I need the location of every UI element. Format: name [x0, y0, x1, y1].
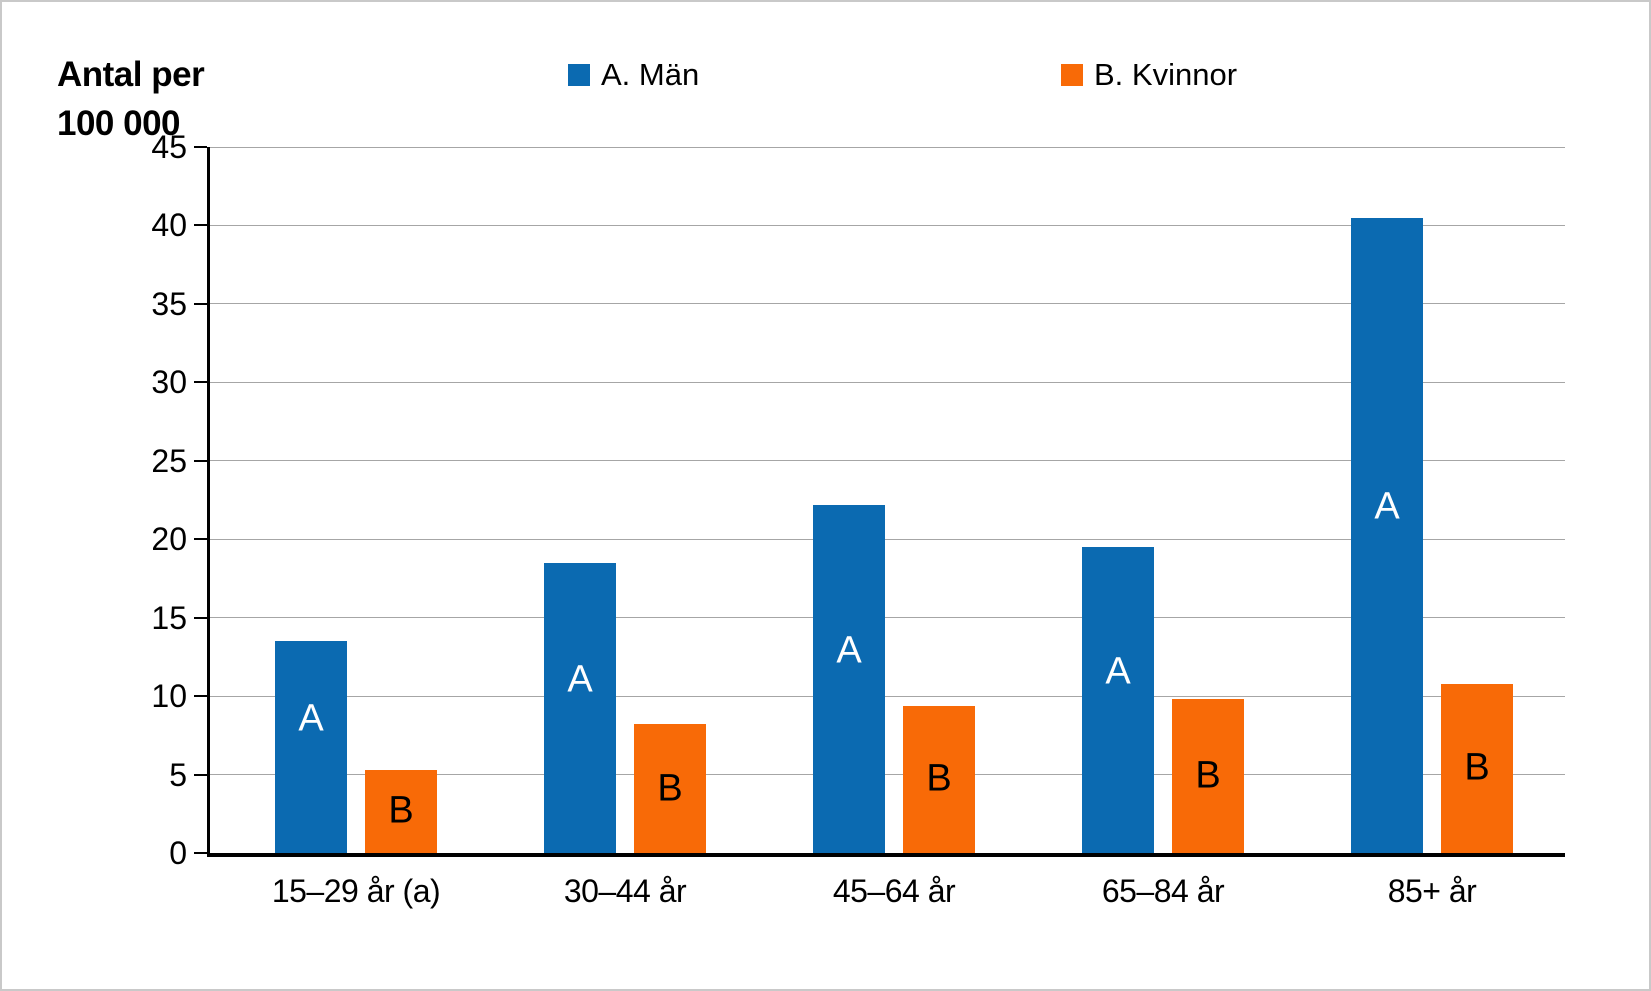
x-category-label-5: 85+ år	[1387, 873, 1477, 909]
y-axis-title-line1: Antal per	[57, 55, 205, 94]
y-tick-label-30: 30	[151, 364, 187, 401]
bar-b-3: B	[903, 705, 975, 853]
y-tick-30	[194, 381, 207, 384]
bar-label-a-4: A	[1105, 650, 1131, 693]
y-tick-label-15: 15	[151, 599, 187, 636]
bar-label-b-4: B	[1195, 754, 1221, 797]
legend-swatch-men	[568, 64, 590, 86]
gridline-30	[210, 381, 1565, 383]
bar-b-4: B	[1172, 699, 1244, 853]
y-tick-0	[194, 852, 207, 854]
gridline-15	[210, 617, 1565, 619]
y-axis-title: Antal per 100 000	[57, 50, 205, 148]
y-tick-label-10: 10	[151, 678, 187, 715]
bar-b-2: B	[634, 724, 706, 853]
bar-label-b-1: B	[388, 789, 414, 832]
bar-b-1: B	[365, 769, 437, 853]
bar-b-5: B	[1441, 683, 1513, 853]
legend-item-women: B. Kvinnor	[1061, 57, 1237, 93]
y-tick-10	[194, 695, 207, 698]
bar-label-a-5: A	[1374, 485, 1400, 528]
bar-a-2: A	[544, 562, 616, 853]
y-axis-title-line2: 100 000	[57, 104, 181, 143]
gridline-40	[210, 224, 1565, 226]
bar-label-b-3: B	[926, 757, 952, 800]
y-tick-label-45: 45	[151, 129, 187, 165]
y-tick-25	[194, 459, 207, 462]
bar-label-a-1: A	[298, 697, 324, 740]
bar-a-4: A	[1082, 547, 1154, 853]
y-tick-label-35: 35	[151, 285, 187, 322]
gridline-35	[210, 303, 1565, 305]
y-tick-45	[194, 146, 207, 148]
y-tick-20	[194, 538, 207, 541]
gridline-20	[210, 538, 1565, 540]
gridline-25	[210, 460, 1565, 462]
y-tick-label-20: 20	[151, 521, 187, 558]
bar-label-a-3: A	[836, 629, 862, 672]
legend-swatch-women	[1061, 64, 1083, 86]
bar-label-b-5: B	[1464, 746, 1490, 789]
bar-a-5: A	[1351, 217, 1423, 853]
plot-area: 0 5 10 15 20 25 30 35 40 45 A B 15–29 år (a) A B 30–44 …	[151, 129, 1565, 909]
gridline-10	[210, 695, 1565, 697]
legend-label-women: B. Kvinnor	[1094, 57, 1238, 92]
bar-label-b-2: B	[657, 767, 683, 810]
x-category-label-1: 15–29 år (a)	[271, 873, 441, 909]
gridline-5	[210, 774, 1565, 776]
x-category-label-4: 65–84 år	[1101, 873, 1225, 909]
bar-a-3: A	[813, 504, 885, 853]
gridline-45	[210, 146, 1565, 148]
y-tick-35	[194, 302, 207, 305]
bar-a-1: A	[275, 641, 347, 853]
legend-label-men: A. Män	[601, 57, 700, 92]
y-tick-label-5: 5	[169, 756, 187, 793]
x-category-label-2: 30–44 år	[563, 873, 687, 909]
y-tick-label-40: 40	[151, 207, 187, 244]
y-tick-label-0: 0	[169, 835, 187, 871]
bar-label-a-2: A	[567, 658, 593, 701]
legend-item-men: A. Män	[568, 57, 699, 93]
y-tick-label-25: 25	[151, 442, 187, 479]
y-tick-15	[194, 616, 207, 619]
x-category-label-3: 45–64 år	[832, 873, 956, 909]
y-tick-5	[194, 773, 207, 776]
y-tick-40	[194, 224, 207, 227]
